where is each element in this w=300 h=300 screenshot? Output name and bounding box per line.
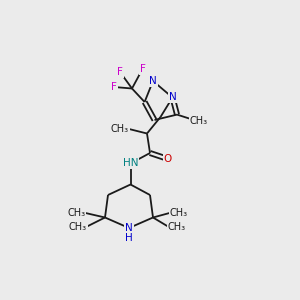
Text: H: H (125, 232, 133, 243)
Text: F: F (117, 67, 123, 77)
Text: CH₃: CH₃ (168, 221, 186, 232)
Text: CH₃: CH₃ (190, 116, 208, 127)
Text: O: O (164, 154, 172, 164)
Text: N: N (149, 76, 157, 86)
Text: N: N (169, 92, 176, 103)
Text: F: F (140, 64, 146, 74)
Text: HN: HN (123, 158, 138, 169)
Text: CH₃: CH₃ (169, 208, 188, 218)
Text: CH₃: CH₃ (68, 208, 85, 218)
Text: F: F (111, 82, 117, 92)
Text: CH₃: CH₃ (111, 124, 129, 134)
Text: CH₃: CH₃ (69, 221, 87, 232)
Text: N: N (125, 223, 133, 233)
